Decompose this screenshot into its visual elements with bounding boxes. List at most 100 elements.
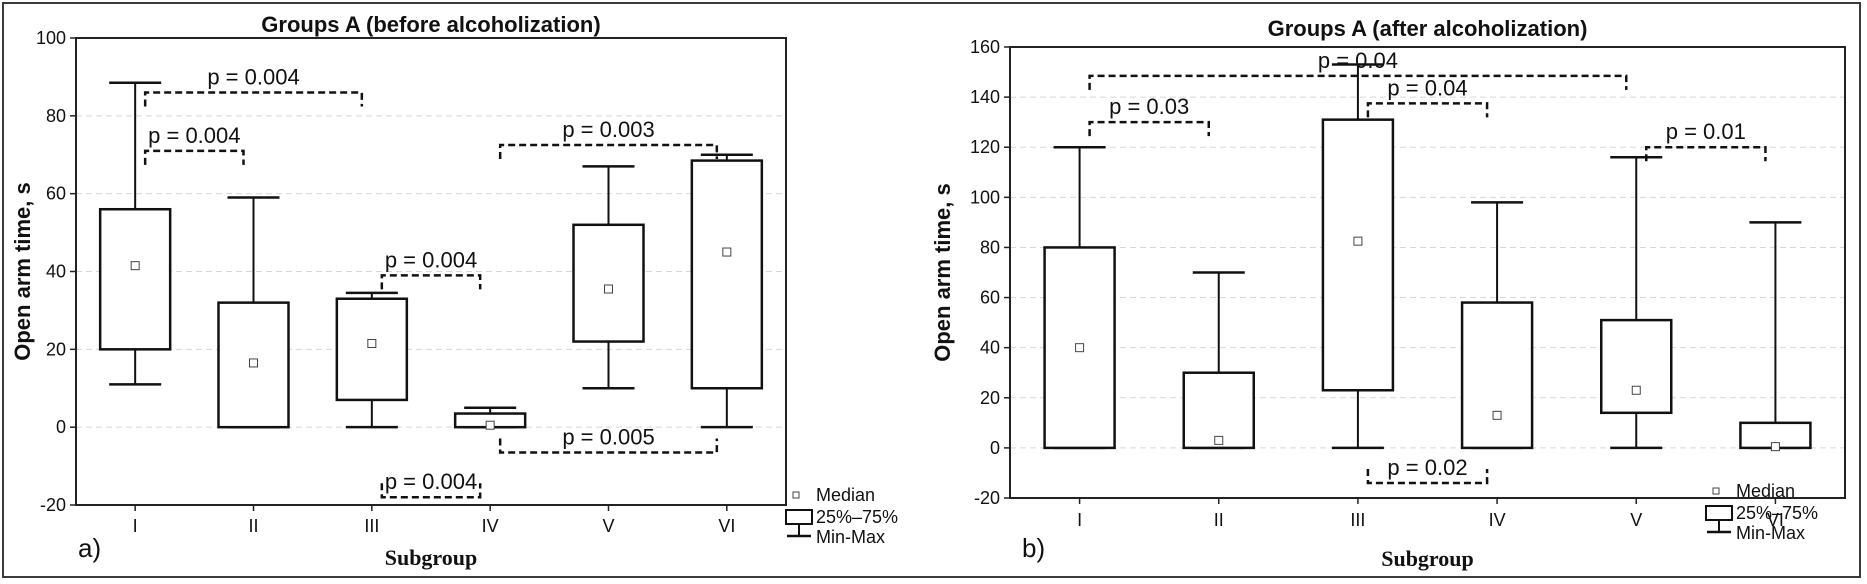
x-tick-label: II bbox=[1214, 510, 1224, 530]
y-tick-label: 60 bbox=[46, 184, 66, 204]
box-IV bbox=[453, 406, 527, 430]
box-VI bbox=[1739, 221, 1812, 452]
y-tick-label: 40 bbox=[980, 338, 1000, 358]
p-value-label: p = 0.003 bbox=[562, 117, 654, 142]
comparison-bracket: p = 0.004 bbox=[380, 247, 482, 290]
median-marker bbox=[1770, 442, 1780, 452]
box-II bbox=[1182, 271, 1255, 450]
iqr-box bbox=[1182, 371, 1255, 450]
y-tick-label: 80 bbox=[980, 237, 1000, 257]
panel-title: Groups A (after alcoholization) bbox=[1268, 16, 1588, 41]
p-value-label: p = 0.01 bbox=[1666, 119, 1746, 144]
x-tick-label: IV bbox=[1489, 510, 1506, 530]
p-value-label: p = 0.04 bbox=[1387, 75, 1467, 100]
legend-box-label: 25%–75% bbox=[816, 507, 898, 527]
y-tick-label: 0 bbox=[56, 417, 66, 437]
plot-frame bbox=[1009, 46, 1846, 499]
y-tick-label: 100 bbox=[970, 187, 1000, 207]
legend-box-marker bbox=[785, 509, 813, 525]
bracket-line bbox=[1645, 145, 1767, 162]
x-tick-label: VI bbox=[718, 516, 735, 536]
median-marker bbox=[249, 358, 258, 368]
bracket-line bbox=[498, 143, 719, 160]
x-tick-label: V bbox=[602, 516, 614, 536]
comparison-bracket: p = 0.02 bbox=[1366, 455, 1489, 485]
p-value-label: p = 0.004 bbox=[207, 64, 299, 89]
p-value-label: p = 0.004 bbox=[148, 123, 240, 148]
x-axis-label: Subgroup bbox=[1381, 546, 1474, 571]
median-marker bbox=[1214, 435, 1224, 445]
y-tick-label: 20 bbox=[980, 388, 1000, 408]
median-marker bbox=[485, 420, 495, 430]
y-tick-label: 80 bbox=[46, 106, 66, 126]
p-value-label: p = 0.04 bbox=[1318, 48, 1398, 73]
median-marker bbox=[722, 247, 732, 257]
bracket-line bbox=[1088, 120, 1210, 137]
box-I bbox=[98, 81, 172, 386]
p-value-label: p = 0.02 bbox=[1387, 455, 1467, 480]
legend-box-label: 25%–75% bbox=[1736, 503, 1818, 523]
y-tick-label: 60 bbox=[980, 288, 1000, 308]
comparison-bracket: p = 0.03 bbox=[1088, 94, 1210, 137]
comparison-bracket: p = 0.004 bbox=[143, 123, 245, 165]
y-tick-label: 140 bbox=[970, 87, 1000, 107]
bracket-line bbox=[143, 149, 245, 165]
legend-median-marker bbox=[792, 491, 800, 499]
panel-tag: a) bbox=[78, 533, 101, 563]
comparison-bracket: p = 0.004 bbox=[143, 64, 364, 107]
iqr-box bbox=[98, 207, 172, 351]
iqr-box bbox=[1600, 318, 1673, 415]
legend-whisker-label: Min-Max bbox=[816, 527, 885, 547]
bracket-line bbox=[380, 274, 482, 290]
bracket-line bbox=[1088, 74, 1628, 90]
y-tick-label: 120 bbox=[970, 137, 1000, 157]
median-marker bbox=[1353, 236, 1363, 246]
median-marker bbox=[1075, 343, 1085, 353]
median-marker bbox=[1492, 410, 1502, 420]
x-tick-label: III bbox=[1350, 510, 1365, 530]
iqr-box bbox=[335, 297, 409, 402]
box-IV bbox=[1460, 201, 1534, 450]
median-marker bbox=[604, 284, 613, 294]
comparison-bracket: p = 0.005 bbox=[498, 424, 719, 454]
p-value-label: p = 0.004 bbox=[385, 469, 477, 494]
box-V bbox=[1600, 155, 1673, 450]
y-tick-label: 0 bbox=[990, 438, 1000, 458]
legend-median-label: Median bbox=[816, 485, 875, 505]
box-I bbox=[1043, 145, 1116, 450]
box-III bbox=[1321, 63, 1395, 450]
iqr-box bbox=[1460, 301, 1534, 450]
panel-title: Groups A (before alcoholization) bbox=[261, 12, 600, 37]
p-value-label: p = 0.005 bbox=[562, 424, 654, 449]
panel-tag: b) bbox=[1022, 533, 1045, 563]
comparison-bracket: p = 0.04 bbox=[1366, 75, 1489, 118]
legend-whisker-label: Min-Max bbox=[1736, 523, 1805, 543]
comparison-bracket: p = 0.01 bbox=[1645, 119, 1767, 162]
median-marker bbox=[367, 338, 377, 348]
bracket-line bbox=[498, 438, 719, 454]
box-VI bbox=[690, 153, 764, 429]
y-tick-label: 20 bbox=[46, 339, 66, 359]
box-III bbox=[335, 291, 409, 429]
x-tick-label: V bbox=[1630, 510, 1642, 530]
iqr-box bbox=[1321, 118, 1395, 392]
y-tick-label: -20 bbox=[974, 488, 1000, 508]
y-tick-label: 40 bbox=[46, 262, 66, 282]
y-tick-label: 160 bbox=[970, 37, 1000, 57]
p-value-label: p = 0.03 bbox=[1109, 94, 1189, 119]
median-marker bbox=[130, 261, 140, 271]
iqr-box bbox=[690, 159, 764, 390]
legend-median-label: Median bbox=[1736, 481, 1795, 501]
iqr-box bbox=[572, 223, 645, 343]
x-tick-label: IV bbox=[482, 516, 499, 536]
bracket-line bbox=[1366, 102, 1489, 118]
box-II bbox=[217, 196, 290, 429]
x-tick-label: III bbox=[364, 516, 379, 536]
